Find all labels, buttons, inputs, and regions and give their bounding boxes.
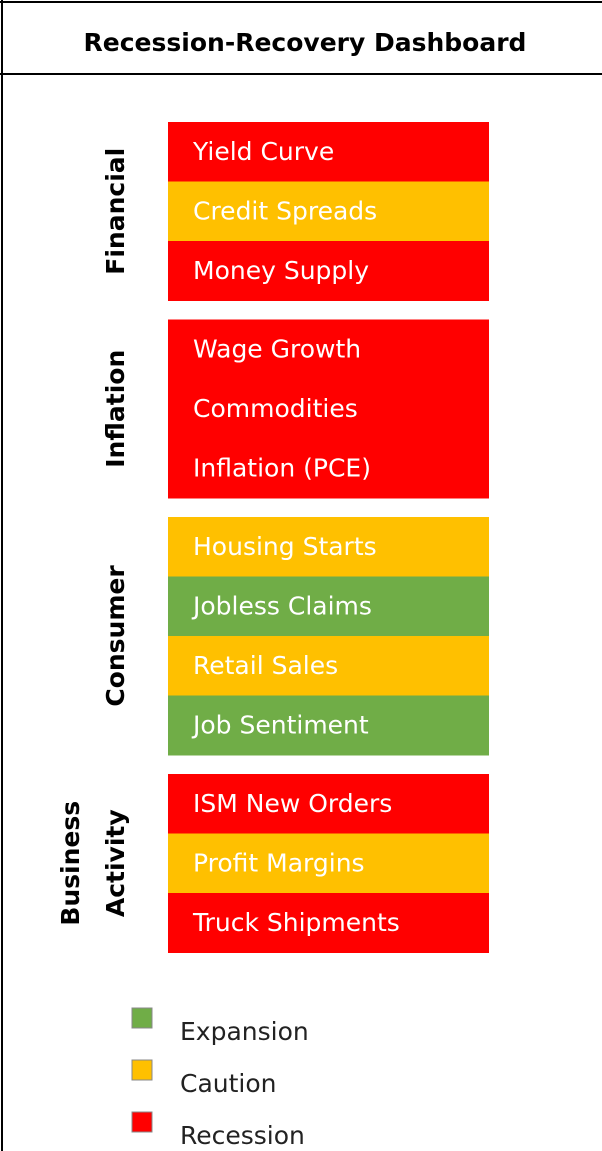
- group-label: Inflation: [101, 350, 130, 468]
- indicator-name: Yield Curve: [192, 137, 334, 166]
- indicator-cell: [168, 774, 489, 834]
- group-label: Consumer: [101, 565, 130, 707]
- indicator-name: Inflation (PCE): [193, 453, 371, 482]
- group-label: Activity: [101, 809, 130, 917]
- indicator-cell: [168, 438, 489, 499]
- indicator-cell: [168, 379, 489, 439]
- indicator-cell: [168, 517, 489, 577]
- indicator-cell: [168, 636, 489, 696]
- indicator-cell: [168, 833, 489, 894]
- legend-label: Recession: [180, 1121, 305, 1150]
- indicator-name: Jobless Claims: [191, 591, 372, 620]
- legend-swatch: [131, 1111, 153, 1133]
- legend-label: Caution: [180, 1069, 277, 1098]
- indicator-name: Housing Starts: [193, 532, 377, 561]
- indicator-name: Credit Spreads: [193, 196, 377, 225]
- indicator-name: Money Supply: [193, 256, 369, 285]
- group-label: Financial: [101, 148, 130, 275]
- indicator-cell: [168, 576, 489, 637]
- indicator-cell: [168, 319, 489, 380]
- legend-swatch: [131, 1007, 153, 1029]
- indicator-name: Profit Margins: [193, 848, 365, 877]
- indicator-cell: [168, 122, 489, 182]
- legend-label: Expansion: [180, 1017, 309, 1046]
- title: Recession-Recovery Dashboard: [84, 28, 527, 57]
- indicator-name: ISM New Orders: [193, 789, 392, 818]
- indicator-cell: [168, 893, 489, 953]
- indicator-cell: [168, 181, 489, 242]
- indicator-cell: [168, 695, 489, 756]
- group-label: Business: [56, 801, 85, 926]
- indicator-name: Commodities: [193, 394, 358, 423]
- legend-swatch: [131, 1059, 153, 1081]
- indicator-cell: [168, 241, 489, 301]
- indicator-name: Wage Growth: [193, 334, 361, 363]
- indicator-name: Truck Shipments: [192, 908, 400, 937]
- indicator-name: Job Sentiment: [191, 710, 369, 739]
- indicator-name: Retail Sales: [193, 651, 338, 680]
